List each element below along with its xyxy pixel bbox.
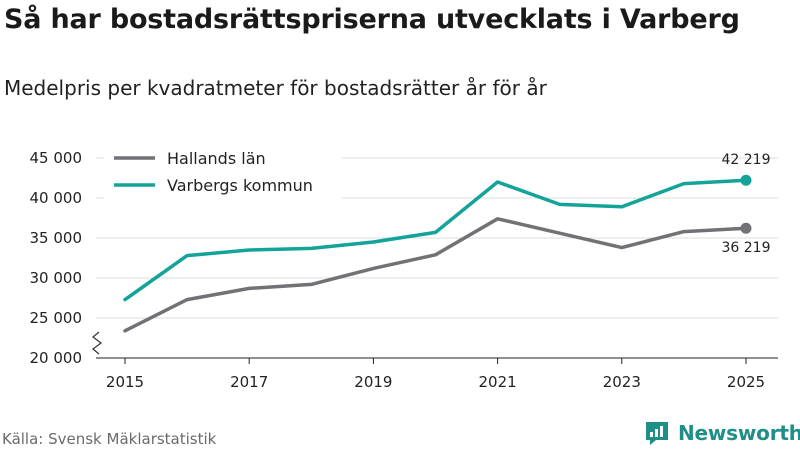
y-tick-label: 25 000 [30,309,83,327]
legend-label: Hallands län [167,149,266,168]
x-tick-label: 2025 [727,373,765,391]
x-tick-label: 2023 [603,373,641,391]
x-tick-label: 2019 [354,373,392,391]
y-tick-label: 45 000 [30,149,83,167]
y-tick-label: 20 000 [30,349,83,367]
x-tick-label: 2021 [479,373,517,391]
axis-break-icon [92,331,102,355]
series-line [123,178,748,302]
series-line [123,217,748,333]
series-end-label: 42 219 [722,152,771,168]
y-tick-label: 35 000 [30,229,83,247]
newsworthy-brand[interactable]: Newsworthy [644,420,800,446]
series-end-marker [740,174,752,186]
legend-layer: Hallands län Varbergs kommun [104,143,342,201]
chart-subtitle: Medelpris per kvadratmeter för bostadsrä… [4,76,547,100]
x-tick-label: 2015 [106,373,144,391]
series-layer [123,174,752,333]
x-tick-label: 2017 [230,373,268,391]
label-layer: 36 219 42 219 [722,152,771,256]
series-end-marker [740,222,752,234]
source-note: Källa: Svensk Mäklarstatistik [2,430,217,448]
brand-name: Newsworthy [678,421,800,445]
axis-layer: 20 000 25 000 30 000 35 000 40 000 45 000 2015… [30,149,778,391]
legend-box [104,143,342,201]
chart-title: Så har bostadsrättspriserna utvecklats i… [4,4,740,35]
legend-label: Varbergs kommun [167,176,313,195]
y-tick-label: 40 000 [30,189,83,207]
y-tick-label: 30 000 [30,269,83,287]
newsworthy-logo-icon [646,422,668,445]
series-end-label: 36 219 [722,240,771,256]
